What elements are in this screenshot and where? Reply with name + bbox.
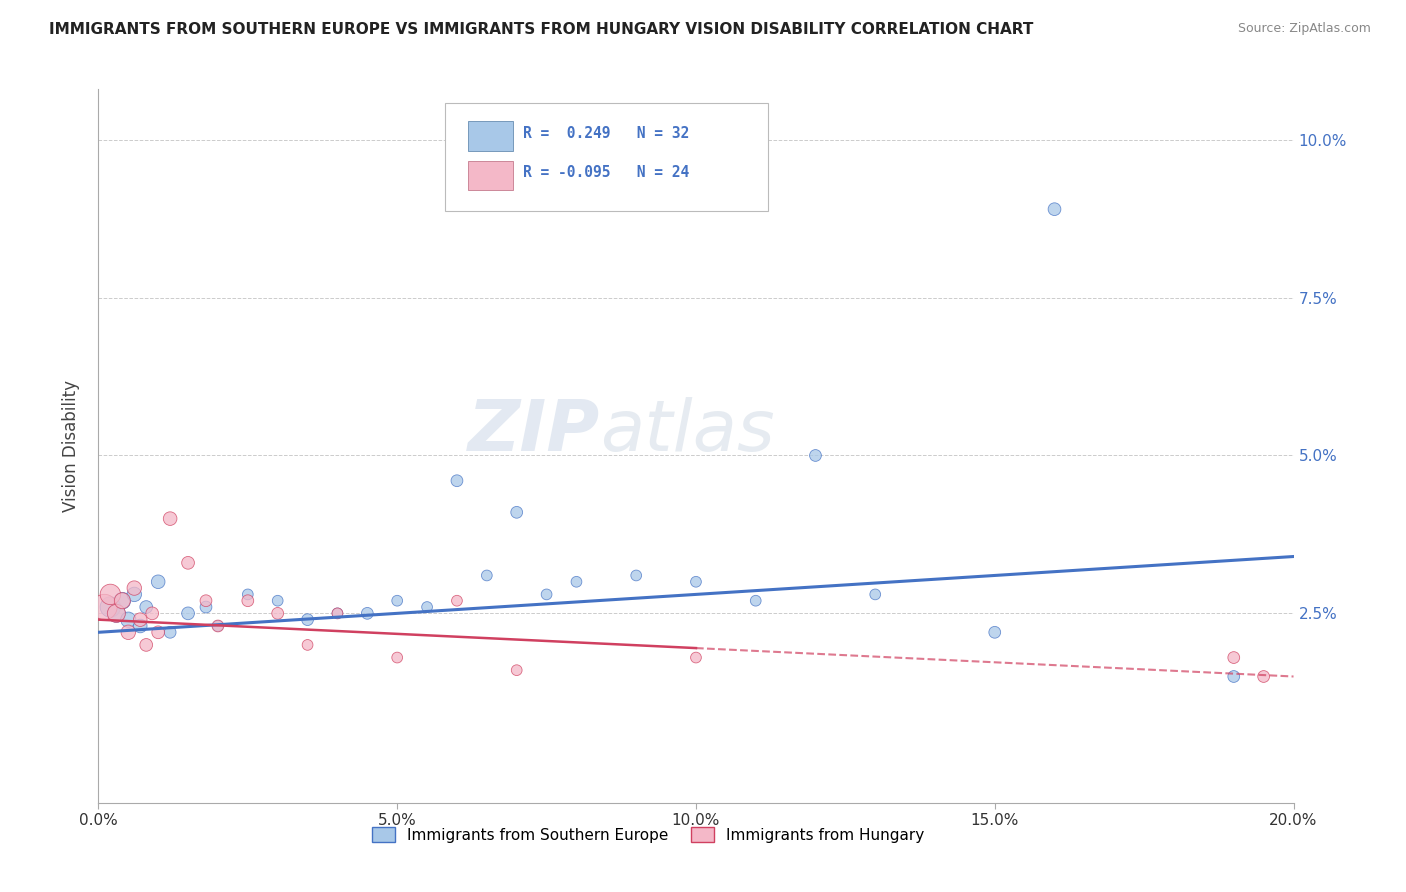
Point: [685, 574, 707, 589]
Text: Source: ZipAtlas.com: Source: ZipAtlas.com: [1237, 22, 1371, 36]
Text: atlas: atlas: [600, 397, 775, 467]
Point: [804, 449, 827, 463]
Point: [105, 607, 128, 621]
FancyBboxPatch shape: [468, 121, 513, 151]
Text: IMMIGRANTS FROM SOUTHERN EUROPE VS IMMIGRANTS FROM HUNGARY VISION DISABILITY COR: IMMIGRANTS FROM SOUTHERN EUROPE VS IMMIG…: [49, 22, 1033, 37]
Legend: Immigrants from Southern Europe, Immigrants from Hungary: Immigrants from Southern Europe, Immigra…: [366, 821, 931, 848]
Point: [267, 593, 290, 607]
Point: [267, 607, 290, 621]
FancyBboxPatch shape: [468, 161, 513, 190]
Point: [446, 474, 468, 488]
Point: [626, 568, 648, 582]
Point: [1223, 669, 1246, 683]
Point: [685, 650, 707, 665]
Point: [236, 587, 259, 601]
Point: [416, 600, 439, 615]
Point: [195, 593, 218, 607]
Text: ZIP: ZIP: [468, 397, 600, 467]
Point: [141, 607, 163, 621]
Point: [117, 613, 139, 627]
Point: [356, 607, 378, 621]
Point: [207, 619, 229, 633]
Point: [129, 613, 152, 627]
Point: [297, 638, 319, 652]
Point: [1043, 202, 1066, 217]
Point: [326, 607, 349, 621]
Point: [111, 593, 134, 607]
Point: [148, 574, 170, 589]
FancyBboxPatch shape: [446, 103, 768, 211]
Point: [148, 625, 170, 640]
Point: [236, 593, 259, 607]
Point: [1223, 650, 1246, 665]
Point: [93, 600, 115, 615]
Point: [195, 600, 218, 615]
Point: [117, 625, 139, 640]
Point: [177, 607, 200, 621]
Point: [159, 511, 181, 525]
Point: [565, 574, 588, 589]
Point: [745, 593, 768, 607]
Point: [385, 650, 409, 665]
Point: [506, 505, 529, 519]
Point: [207, 619, 229, 633]
Point: [124, 587, 146, 601]
Point: [135, 600, 157, 615]
Point: [111, 593, 134, 607]
Point: [98, 600, 122, 615]
Point: [105, 607, 128, 621]
Point: [446, 593, 468, 607]
Point: [129, 619, 152, 633]
Y-axis label: Vision Disability: Vision Disability: [62, 380, 80, 512]
Point: [984, 625, 1007, 640]
Point: [177, 556, 200, 570]
Point: [98, 587, 122, 601]
Point: [385, 593, 409, 607]
Point: [506, 663, 529, 677]
Point: [536, 587, 558, 601]
Point: [475, 568, 498, 582]
Text: R = -0.095   N = 24: R = -0.095 N = 24: [523, 165, 689, 180]
Point: [865, 587, 887, 601]
Point: [326, 607, 349, 621]
Text: R =  0.249   N = 32: R = 0.249 N = 32: [523, 126, 689, 141]
Point: [135, 638, 157, 652]
Point: [297, 613, 319, 627]
Point: [124, 581, 146, 595]
Point: [159, 625, 181, 640]
Point: [1253, 669, 1275, 683]
